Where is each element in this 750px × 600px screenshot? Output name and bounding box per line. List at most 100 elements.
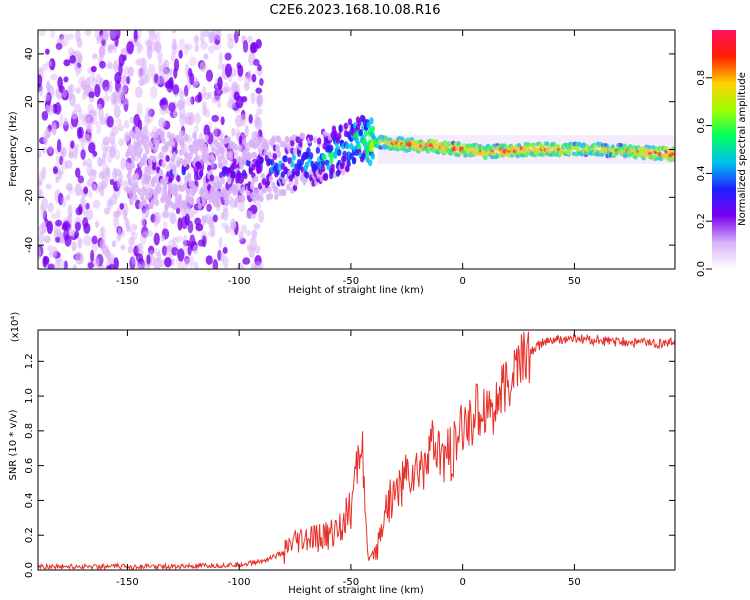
spectrogram-ridge-point	[142, 153, 148, 161]
spectrogram-ridge-point	[337, 132, 342, 140]
spectrogram-noise-blob	[255, 130, 260, 141]
spectrogram-ridge-point	[197, 162, 203, 170]
spectrogram-noise-blob	[74, 183, 83, 196]
spectrogram-noise-blob	[154, 41, 162, 54]
spectrogram-noise-blob	[137, 43, 144, 52]
spectrogram-noise-blob	[45, 103, 54, 113]
spectrogram-noise-blob	[41, 197, 49, 211]
spectrogram-noise-blob	[76, 127, 82, 139]
spectrogram-noise-blob	[254, 117, 262, 130]
spectrogram-noise-blob	[91, 53, 98, 60]
spectrogram-noise-blob	[253, 223, 261, 230]
spectrogram-noise-blob	[87, 67, 92, 74]
spectrogram-ridge-point	[240, 194, 245, 202]
spectrogram-noise-blob	[220, 212, 225, 220]
spectrogram-noise-blob	[250, 263, 257, 269]
spectrogram-noise-blob	[164, 256, 172, 268]
spectrogram-ridge-point	[152, 155, 157, 163]
spectrogram-noise-blob	[62, 88, 68, 98]
spectrogram-noise-blob	[122, 97, 130, 105]
spectrogram-ridge-point	[173, 187, 178, 195]
snr-x-tick-label: -50	[343, 577, 359, 588]
spectrogram-noise-blob	[99, 184, 105, 197]
spectrogram-noise-blob	[155, 31, 161, 42]
spectrogram-noise-blob	[185, 97, 194, 106]
spectrogram-noise-blob	[77, 55, 83, 62]
spectrogram-noise-blob	[223, 81, 229, 92]
spectrogram-noise-blob	[41, 110, 49, 121]
spectrogram-noise-blob	[88, 142, 96, 154]
spectrogram-ridge-point	[295, 169, 300, 177]
spectrogram-noise-blob	[93, 117, 98, 125]
spectrogram-ridge-point	[433, 139, 439, 144]
spectrogram-ridge-point	[157, 184, 162, 192]
spectrogram-noise-blob	[76, 62, 82, 69]
spectrogram-noise-blob	[158, 117, 166, 128]
spectrogram-noise-blob	[85, 209, 94, 221]
spectrogram-noise-blob	[96, 120, 101, 135]
spectrogram-ridge-point	[366, 121, 371, 129]
spectrogram-noise-blob	[68, 93, 74, 100]
spectrogram-noise-blob	[147, 63, 156, 78]
spectrogram-noise-blob	[255, 38, 262, 49]
spectrogram-ridge-point	[295, 136, 300, 144]
spectrogram-x-tick-label: -50	[343, 276, 359, 287]
spectrogram-noise-blob	[177, 98, 185, 112]
spectrogram-noise-blob	[120, 74, 128, 86]
spectrogram-noise-blob	[41, 208, 46, 219]
spectrogram-noise-blob	[193, 261, 199, 269]
spectrogram-noise-blob	[131, 232, 138, 240]
spectrogram-noise-blob	[120, 244, 126, 251]
spectrogram-noise-blob	[58, 156, 64, 166]
spectrogram-noise-blob	[113, 215, 120, 229]
spectrogram-ridge-point	[200, 139, 205, 147]
spectrogram-noise-blob	[75, 87, 81, 94]
spectrogram-ridge-point	[216, 200, 221, 208]
spectrogram-ridge-point	[330, 163, 335, 171]
spectrogram-noise-blob	[44, 94, 51, 102]
spectrogram-noise-blob	[124, 216, 129, 229]
spectrogram-noise-blob	[73, 103, 81, 113]
spectrogram-noise-blob	[50, 30, 56, 39]
spectrogram-ridge-point	[341, 168, 346, 176]
spectrogram-noise-blob	[38, 84, 44, 97]
spectrogram-noise-blob	[257, 64, 262, 72]
colorbar-tick-label: 0.6	[696, 118, 707, 134]
spectrogram-noise-blob	[106, 115, 114, 128]
spectrogram-ridge-point	[367, 159, 373, 167]
spectrogram-noise-blob	[187, 67, 193, 78]
spectrogram-x-tick-label: -150	[116, 276, 139, 287]
spectrogram-noise-blob	[236, 95, 244, 109]
spectrogram-noise-blob	[163, 103, 169, 114]
spectrogram-ridge-point	[286, 183, 291, 191]
spectrogram-noise-blob	[48, 144, 53, 154]
spectrogram-ridge-point	[672, 154, 675, 160]
spectrogram-noise-blob	[96, 103, 102, 111]
spectrogram-noise-blob	[133, 223, 138, 231]
spectrogram-noise-blob	[226, 33, 234, 41]
spectrogram-noise-blob	[141, 231, 148, 239]
spectrogram-noise-blob	[137, 243, 144, 250]
spectrogram-noise-blob	[109, 178, 115, 186]
spectrogram-noise-blob	[45, 80, 51, 91]
spectrogram-ridge-point	[540, 144, 546, 149]
spectrogram-noise-blob	[217, 63, 225, 70]
spectrogram-ridge-point	[551, 141, 557, 147]
spectrogram-noise-blob	[55, 219, 63, 227]
spectrogram-noise-blob	[195, 223, 204, 232]
spectrogram-ridge-point	[182, 159, 188, 167]
spectrogram-ridge-point	[338, 124, 343, 132]
spectrogram-ridge-point	[316, 137, 322, 145]
spectrogram-noise-blob	[112, 168, 118, 182]
spectrogram-noise-blob	[46, 146, 54, 157]
spectrogram-ridge-point	[384, 136, 389, 141]
spectrogram-noise-blob	[94, 257, 100, 269]
spectrogram-noise-blob	[136, 253, 144, 263]
spectrogram-noise-blob	[70, 140, 75, 149]
spectrogram-ridge-point	[172, 164, 177, 172]
spectrogram-noise-blob	[57, 259, 65, 269]
spectrogram-noise-blob	[243, 75, 250, 88]
spectrogram-noise-blob	[123, 120, 130, 129]
spectrogram-ridge-point	[168, 176, 173, 184]
spectrogram-ridge-point	[131, 132, 137, 140]
